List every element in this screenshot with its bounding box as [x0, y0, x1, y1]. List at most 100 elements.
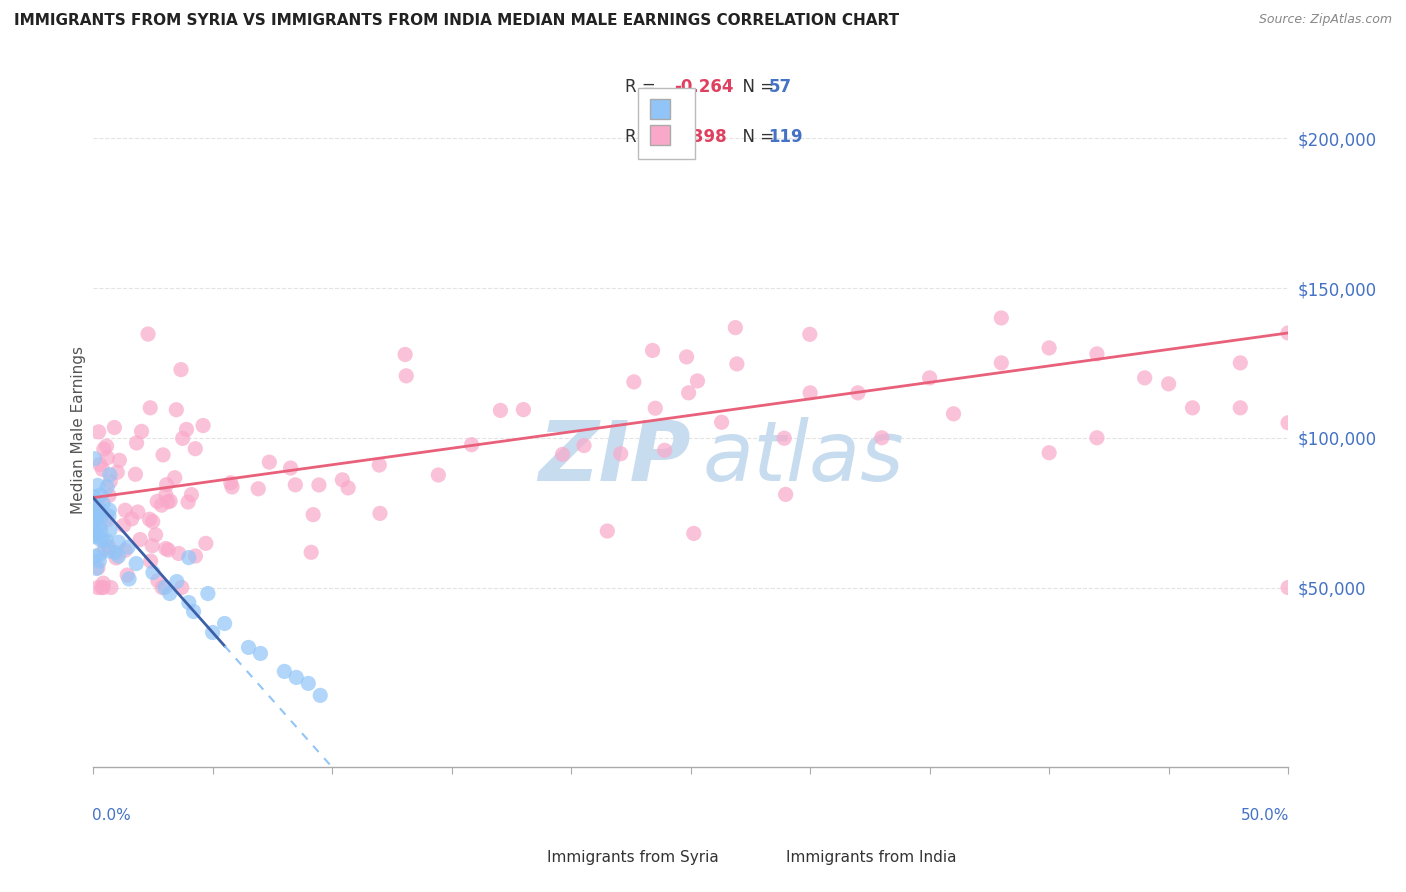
- Point: [219, 475, 242, 490]
- Point: [1277, 416, 1299, 430]
- Point: [141, 539, 163, 553]
- Point: [183, 605, 205, 619]
- Point: [83, 507, 105, 521]
- Point: [197, 586, 219, 600]
- Point: [247, 482, 270, 496]
- Point: [83, 494, 105, 508]
- Point: [165, 402, 187, 417]
- Point: [90, 510, 112, 524]
- Point: [799, 385, 821, 400]
- Point: [299, 545, 322, 559]
- Point: [90, 524, 112, 538]
- Text: 0.0%: 0.0%: [91, 808, 131, 822]
- Point: [990, 356, 1012, 370]
- Point: [93, 442, 115, 457]
- Point: [1277, 326, 1299, 340]
- Point: [96, 450, 118, 465]
- Point: [90, 581, 112, 595]
- Point: [98, 467, 121, 482]
- Point: [98, 488, 121, 502]
- Point: [104, 545, 127, 559]
- Point: [214, 616, 236, 631]
- Point: [105, 465, 128, 479]
- Point: [194, 536, 217, 550]
- Legend: , : ,: [638, 88, 695, 160]
- Point: [86, 478, 108, 492]
- Point: [83, 526, 105, 541]
- Point: [96, 533, 118, 548]
- Point: [427, 468, 450, 483]
- Point: [773, 431, 796, 445]
- Point: [157, 543, 180, 558]
- Text: Immigrants from India: Immigrants from India: [786, 850, 957, 865]
- Point: [129, 533, 152, 547]
- Point: [156, 495, 179, 509]
- Point: [273, 665, 295, 679]
- Point: [675, 350, 697, 364]
- Point: [177, 595, 200, 609]
- Point: [170, 362, 193, 376]
- Point: [280, 461, 302, 475]
- Point: [297, 676, 319, 690]
- Text: N =: N =: [733, 128, 780, 146]
- Point: [90, 488, 112, 502]
- Point: [155, 541, 177, 556]
- Text: 0.398: 0.398: [673, 128, 727, 146]
- Text: -0.264: -0.264: [673, 78, 734, 95]
- Point: [249, 647, 271, 661]
- Point: [221, 480, 243, 494]
- Point: [97, 509, 120, 524]
- Point: [108, 453, 131, 467]
- Point: [84, 524, 107, 538]
- Point: [641, 343, 664, 358]
- Point: [623, 375, 645, 389]
- Point: [83, 530, 105, 544]
- Point: [1038, 446, 1060, 460]
- Text: 119: 119: [768, 128, 803, 146]
- Point: [125, 436, 148, 450]
- Point: [142, 566, 165, 580]
- Point: [1133, 371, 1156, 385]
- Point: [89, 554, 111, 568]
- Point: [96, 439, 118, 453]
- Point: [725, 357, 748, 371]
- Point: [91, 581, 114, 595]
- Point: [163, 471, 186, 485]
- Point: [572, 438, 595, 452]
- Point: [93, 534, 115, 549]
- Point: [172, 431, 194, 445]
- Point: [131, 425, 153, 439]
- Point: [87, 425, 110, 439]
- Point: [724, 320, 747, 334]
- Point: [284, 478, 307, 492]
- Text: ZIP: ZIP: [538, 417, 690, 498]
- Point: [84, 528, 107, 542]
- Point: [127, 505, 149, 519]
- Point: [238, 640, 260, 655]
- Point: [86, 511, 108, 525]
- Point: [91, 576, 114, 591]
- Point: [609, 447, 631, 461]
- Point: [83, 451, 105, 466]
- Point: [259, 455, 281, 469]
- Point: [870, 431, 893, 445]
- Point: [159, 494, 181, 508]
- Point: [138, 512, 160, 526]
- Point: [394, 347, 416, 361]
- Point: [990, 310, 1012, 325]
- Point: [309, 689, 332, 703]
- Point: [98, 475, 121, 489]
- Point: [177, 550, 200, 565]
- Point: [87, 496, 110, 510]
- Point: [942, 407, 965, 421]
- Point: [155, 488, 177, 502]
- Y-axis label: Median Male Earnings: Median Male Earnings: [72, 346, 86, 515]
- Text: Source: ZipAtlas.com: Source: ZipAtlas.com: [1258, 13, 1392, 27]
- Point: [93, 541, 115, 556]
- Point: [115, 568, 138, 582]
- Point: [1038, 341, 1060, 355]
- Point: [83, 506, 105, 520]
- Point: [395, 368, 418, 383]
- Point: [117, 540, 139, 554]
- Point: [184, 549, 207, 563]
